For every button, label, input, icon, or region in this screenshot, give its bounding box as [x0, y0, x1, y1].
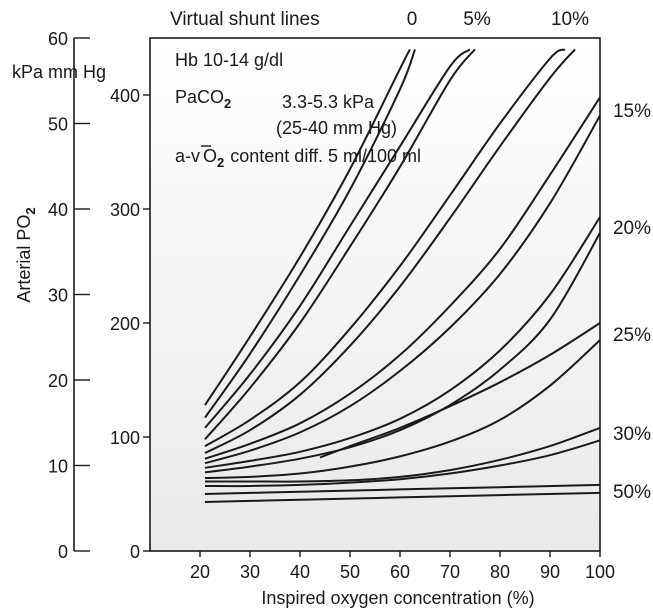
paco2-label: PaCO2 [175, 87, 231, 111]
paco2-value-kpa: 3.3-5.3 kPa [282, 92, 375, 112]
shunt-label-8: 50% [613, 482, 651, 503]
unit-header: kPa mm Hg [12, 62, 106, 82]
shunt-curve-12 [319, 322, 601, 459]
mmhg-tick-label-300: 300 [110, 200, 140, 220]
x-axis-label: Inspired oxygen concentration (%) [261, 588, 534, 608]
shunt-curve-10 [204, 232, 601, 474]
x-tick-label-60: 60 [390, 562, 410, 582]
paco2-value-mmhg: (25-40 mm Hg) [276, 118, 397, 138]
kpa-tick-label-10: 10 [48, 457, 68, 477]
y-axis-label: Arterial PO2 [14, 207, 38, 302]
hb-annotation: Hb 10-14 g/dl [175, 50, 283, 70]
shunt-curve-8 [204, 115, 601, 465]
avo2-subscript: 2 [217, 155, 224, 170]
mmhg-tick-label-0: 0 [130, 542, 140, 562]
shunt-line-labels: 0 5% 10% 15% 20% 25% 30% 50% [407, 9, 651, 503]
x-tick-label-100: 100 [585, 562, 615, 582]
x-tick-label-90: 90 [540, 562, 560, 582]
plot-area [149, 37, 601, 552]
kpa-tick-label-0: 0 [58, 542, 68, 562]
shunt-label-6: 25% [613, 325, 651, 346]
y-axis-label-main: Arterial PO [14, 215, 34, 303]
shunt-curve-13 [205, 426, 601, 483]
y-axis-mmhg-ticks: 0 100 200 300 400 [110, 86, 150, 562]
avo2-rest: content diff. 5 ml/100 ml [230, 146, 421, 166]
shunt-curve-3 [204, 48, 471, 429]
x-tick-label-30: 30 [240, 562, 260, 582]
shunt-curve-14 [204, 439, 601, 488]
shunt-curves [204, 48, 601, 503]
x-tick-label-80: 80 [490, 562, 510, 582]
shunt-curve-1 [204, 48, 411, 406]
x-axis-ticks: 20 30 40 50 60 70 80 90 100 [190, 551, 615, 582]
x-tick-label-40: 40 [290, 562, 310, 582]
shunt-curve-4 [204, 48, 476, 440]
shunt-curve-5 [204, 48, 566, 447]
kpa-tick-label-40: 40 [48, 200, 68, 220]
avo2-label: a-v O2 content diff. 5 ml/100 ml [175, 146, 421, 170]
shunt-curve-7 [204, 96, 601, 460]
y-axis-label-sub: 2 [23, 207, 38, 214]
avo2-prefix: a- [175, 146, 191, 166]
avo2-v: v [191, 146, 200, 166]
shunt-label-5: 20% [613, 218, 651, 239]
kpa-tick-label-60: 60 [48, 29, 68, 49]
mmhg-tick-label-100: 100 [110, 428, 140, 448]
paco2-prefix: PaCO [175, 87, 224, 107]
shunt-label-1: 0 [407, 9, 418, 30]
unit-kpa: kPa [12, 62, 44, 82]
shunt-label-3: 10% [551, 9, 589, 30]
shunt-curve-15 [204, 483, 601, 495]
paco2-subscript: 2 [224, 96, 231, 111]
x-tick-label-20: 20 [190, 562, 210, 582]
shunt-curve-9 [204, 216, 601, 469]
shunt-label-4: 15% [613, 101, 651, 122]
kpa-tick-label-20: 20 [48, 371, 68, 391]
shunt-curve-11 [204, 339, 601, 479]
kpa-tick-label-50: 50 [48, 115, 68, 135]
unit-mmhg: mm Hg [48, 62, 106, 82]
mmhg-tick-label-200: 200 [110, 314, 140, 334]
shunt-label-2: 5% [463, 9, 491, 30]
y-axis-kpa-ticks: 0 10 20 30 40 50 60 [48, 29, 90, 562]
avo2-o: O [203, 146, 217, 166]
shunt-label-7: 30% [613, 424, 651, 445]
mmhg-tick-label-400: 400 [110, 86, 140, 106]
shunt-curve-2 [204, 49, 416, 419]
x-tick-label-50: 50 [340, 562, 360, 582]
x-tick-label-70: 70 [440, 562, 460, 582]
kpa-tick-label-30: 30 [48, 286, 68, 306]
chart-header: Virtual shunt lines [170, 9, 320, 30]
shunt-curve-6 [204, 48, 576, 454]
shunt-curve-16 [204, 491, 601, 503]
